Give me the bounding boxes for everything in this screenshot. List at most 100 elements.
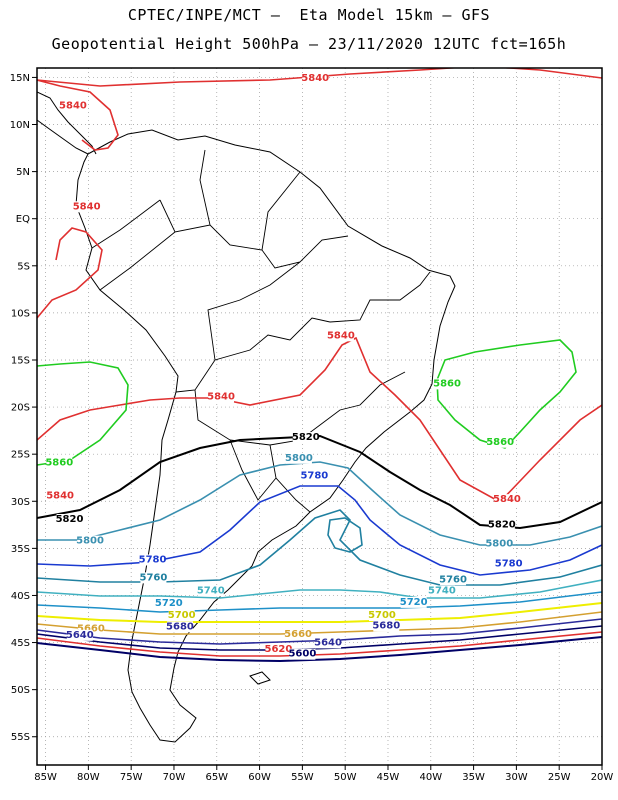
contour-label: 5600 (288, 649, 316, 660)
contour-label: 5780 (495, 558, 523, 569)
contour-label-bg (166, 621, 193, 633)
contour-label-bg (400, 596, 427, 608)
contour-label-bg (285, 628, 312, 640)
lat-tick-label: EQ (16, 214, 30, 225)
contour-label-bg (289, 648, 316, 660)
contour-label: 5820 (56, 514, 84, 525)
lon-tick-label: 20W (591, 772, 614, 783)
lon-tick-label: 50W (334, 772, 357, 783)
contour-label: 5800 (485, 538, 513, 549)
contour-label-bg (373, 620, 400, 632)
contour-label-bg (493, 494, 520, 506)
contour-label-bg (302, 73, 329, 85)
lat-tick-label: 40S (11, 591, 30, 602)
contour-label-bg (486, 538, 513, 550)
contour-label: 5840 (207, 392, 235, 403)
contour-label-bg (434, 378, 461, 390)
lat-tick-label: 50S (11, 685, 30, 696)
contour-label: 5820 (488, 520, 516, 531)
lat-tick-label: 15N (10, 73, 30, 84)
contour-label-bg (265, 643, 292, 655)
contour-label-bg (77, 623, 104, 635)
contour-label: 5720 (155, 598, 183, 609)
contour-label: 5820 (292, 432, 320, 443)
contour-label: 5640 (314, 637, 342, 648)
contour-label: 5740 (197, 586, 225, 597)
lat-tick-label: 30S (11, 497, 30, 508)
contour-label-bg (487, 436, 514, 448)
contour-label: 5780 (139, 554, 167, 565)
contour-label-bg (368, 610, 395, 622)
contour-label: 5780 (300, 471, 328, 482)
contour-label: 5620 (264, 644, 292, 655)
contour-label: 5700 (368, 610, 396, 621)
contour-5600 (37, 636, 602, 663)
lon-tick-label: 35W (462, 772, 485, 783)
lon-tick-label: 65W (205, 772, 228, 783)
contour-label: 5840 (59, 101, 87, 112)
map-title-line-1: CPTEC/INPE/MCT – Eta Model 15km – GFS (127, 6, 491, 24)
contour-5740 (37, 579, 602, 599)
contour-5840-pacific (37, 227, 103, 319)
lon-tick-label: 55W (291, 772, 314, 783)
lat-tick-label: 10S (11, 308, 30, 319)
lat-tick-label: 25S (11, 450, 30, 461)
lon-tick-label: 45W (377, 772, 400, 783)
contour-label: 5860 (45, 457, 73, 468)
lon-tick-label: 85W (34, 772, 57, 783)
contour-label-bg (292, 432, 319, 444)
contour-label: 5860 (433, 378, 461, 389)
contour-label: 5840 (73, 201, 101, 212)
lat-tick-label: 10N (10, 120, 30, 131)
contour-5860-east (436, 339, 577, 449)
contour-label: 5800 (76, 536, 104, 547)
lat-tick-label: 5N (16, 167, 30, 178)
contour-label-bg (140, 572, 167, 584)
contour-label-bg (285, 452, 312, 464)
lon-tick-label: 40W (419, 772, 442, 783)
contour-label: 5700 (168, 610, 196, 621)
map-title-line-2: Geopotential Height 500hPa – 23/11/2020 … (51, 35, 567, 53)
contour-label: 5660 (284, 629, 312, 640)
lon-tick-label: 60W (248, 772, 271, 783)
contour-5860-west (37, 361, 129, 466)
contour-label-bg (495, 558, 522, 570)
lat-tick-label: 15S (11, 355, 30, 366)
contour-label-bg (301, 470, 328, 482)
lat-tick-label: 55S (11, 732, 30, 743)
contour-label-bg (155, 597, 182, 609)
contour-5780-cutoff (327, 517, 363, 553)
lat-tick-label: 20S (11, 403, 30, 414)
contour-label-bg (428, 585, 455, 597)
contour-5720 (37, 591, 602, 613)
contour-label: 5640 (66, 630, 94, 641)
contour-label-bg (197, 585, 224, 597)
contour-label-bg (56, 513, 83, 525)
lat-tick-label: 35S (11, 544, 30, 555)
contour-label-bg (208, 391, 235, 403)
contour-5780 (37, 485, 602, 576)
country-borders (91, 149, 431, 513)
contour-label-bg (139, 554, 166, 566)
contour-label: 5660 (77, 623, 105, 634)
contour-5760 (37, 509, 602, 586)
contour-label: 5800 (285, 453, 313, 464)
contour-label-bg (315, 637, 342, 649)
contour-5700 (37, 602, 602, 623)
map-frame (36, 67, 603, 766)
contour-label-bg (440, 574, 467, 586)
axis-ticks: 85W 80W 75W 70W 65W 60W 55W 50W 45W 40W 35W 30W 25W 2… (10, 73, 614, 783)
contour-label: 5840 (301, 73, 329, 84)
contour-labels: 5840 5840 5840 5840 5840 5840 5840 5860 5860 5860… (45, 73, 523, 660)
lat-tick-label: 45S (11, 638, 30, 649)
contour-label-bg (168, 610, 195, 622)
contour-label: 5760 (439, 574, 467, 585)
contour-label: 5680 (166, 621, 194, 632)
contour-label-bg (488, 519, 515, 531)
contour-label-bg (66, 629, 93, 641)
lon-tick-label: 75W (120, 772, 143, 783)
lon-tick-label: 80W (77, 772, 100, 783)
contour-label: 5840 (327, 330, 355, 341)
contour-label-bg (46, 457, 73, 469)
